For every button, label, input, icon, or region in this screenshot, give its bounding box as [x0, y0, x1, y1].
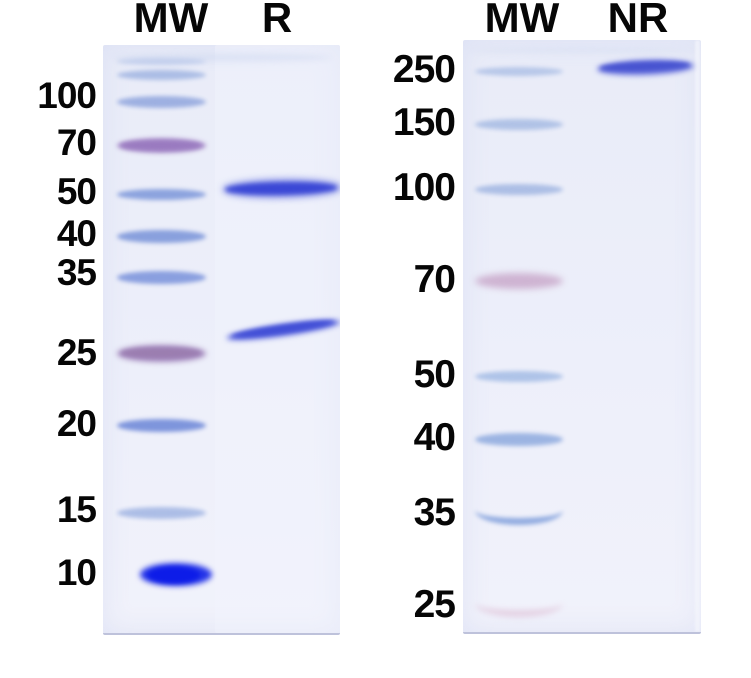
band-gel-nonreduced-background-top-smear [471, 46, 693, 54]
marker-label-gel-nonreduced-150kda: 150 [392, 101, 456, 144]
band-gel-reduced-MW-25-core [121, 348, 201, 358]
lane-header-R: R [261, 0, 293, 41]
marker-label-gel-nonreduced-35kda: 35 [413, 491, 456, 534]
band-gel-reduced-MW-upper-1 [117, 58, 206, 65]
band-gel-nonreduced-MW-25 [475, 590, 563, 617]
band-gel-nonreduced-background-right-light-strip [695, 40, 700, 632]
band-gel-reduced-MW-20 [117, 419, 206, 432]
marker-label-gel-nonreduced-50kda: 50 [413, 353, 456, 396]
marker-label-gel-reduced-70kda: 70 [56, 122, 97, 163]
band-gel-reduced-MW-35 [117, 271, 206, 284]
marker-label-gel-reduced-15kda: 15 [56, 489, 97, 530]
marker-label-gel-nonreduced-25kda: 25 [413, 583, 456, 626]
band-gel-reduced-MW-50 [117, 189, 206, 200]
band-gel-nonreduced-MW-70 [475, 273, 563, 289]
gel-reduced [103, 45, 340, 635]
band-gel-nonreduced-MW-100 [475, 184, 563, 195]
marker-label-gel-nonreduced-70kda: 70 [413, 258, 456, 301]
band-gel-reduced-MW-40 [117, 230, 206, 243]
lane-header-NR: NR [607, 0, 669, 41]
band-gel-nonreduced-MW-40 [475, 433, 563, 446]
band-gel-reduced-MW-15 [117, 507, 206, 519]
band-gel-reduced-MW-100 [117, 96, 206, 108]
marker-label-gel-reduced-40kda: 40 [56, 213, 97, 254]
band-gel-reduced-MW-upper-2 [117, 70, 206, 80]
marker-label-gel-reduced-10kda: 10 [56, 552, 97, 593]
marker-label-gel-nonreduced-100kda: 100 [392, 166, 456, 209]
marker-label-gel-reduced-100kda: 100 [37, 75, 97, 116]
gel-nonreduced [463, 40, 701, 634]
marker-label-gel-reduced-50kda: 50 [56, 171, 97, 212]
marker-label-gel-reduced-35kda: 35 [56, 252, 97, 293]
marker-label-gel-reduced-25kda: 25 [56, 332, 97, 373]
lane-header-MW: MW [484, 0, 560, 41]
band-gel-nonreduced-MW-50 [475, 371, 563, 382]
marker-label-gel-reduced-20kda: 20 [56, 403, 97, 444]
band-gel-reduced-MW-70-core [121, 141, 201, 150]
marker-label-gel-nonreduced-40kda: 40 [413, 416, 456, 459]
band-gel-reduced-MW-10-core [148, 567, 200, 583]
lane-header-MW: MW [133, 0, 209, 41]
band-gel-nonreduced-MW-35 [475, 496, 563, 525]
band-gel-reduced-background-top-smear [113, 53, 331, 62]
marker-label-gel-nonreduced-250kda: 250 [392, 48, 456, 91]
band-gel-nonreduced-MW-150 [475, 119, 563, 130]
band-gel-nonreduced-MW-250 [475, 67, 563, 76]
